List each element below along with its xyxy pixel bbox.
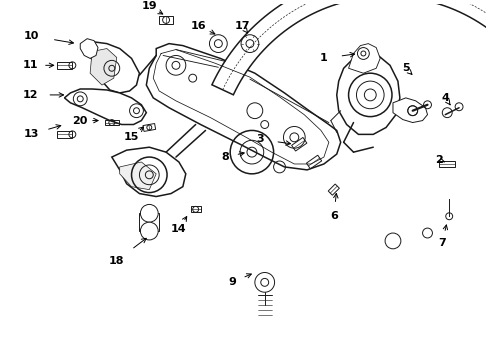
Text: 17: 17 (234, 21, 249, 31)
Polygon shape (146, 44, 340, 170)
Polygon shape (392, 98, 427, 122)
Polygon shape (112, 147, 185, 197)
Polygon shape (64, 89, 146, 125)
Text: 1: 1 (319, 53, 327, 63)
Text: 18: 18 (109, 256, 124, 266)
Circle shape (140, 222, 158, 240)
Text: 11: 11 (23, 60, 39, 70)
Polygon shape (80, 39, 98, 58)
Polygon shape (336, 54, 399, 134)
Polygon shape (211, 0, 488, 137)
Text: 8: 8 (221, 152, 229, 162)
Polygon shape (139, 213, 159, 231)
Text: 2: 2 (435, 155, 442, 165)
Text: 13: 13 (23, 129, 39, 139)
Text: 10: 10 (23, 31, 39, 41)
Text: 12: 12 (23, 90, 39, 100)
Polygon shape (82, 42, 139, 93)
Text: 5: 5 (401, 63, 409, 73)
Text: 7: 7 (438, 238, 445, 248)
Text: 20: 20 (72, 116, 88, 126)
Text: 14: 14 (171, 224, 186, 234)
Polygon shape (120, 162, 156, 190)
Text: 15: 15 (123, 132, 139, 142)
Text: 4: 4 (440, 93, 448, 103)
Text: 6: 6 (329, 211, 337, 221)
Circle shape (140, 204, 158, 222)
Text: 9: 9 (228, 277, 236, 287)
Text: 16: 16 (190, 21, 206, 31)
Text: 3: 3 (255, 134, 263, 144)
Polygon shape (90, 49, 117, 85)
Text: 19: 19 (141, 1, 157, 11)
Polygon shape (348, 44, 379, 73)
